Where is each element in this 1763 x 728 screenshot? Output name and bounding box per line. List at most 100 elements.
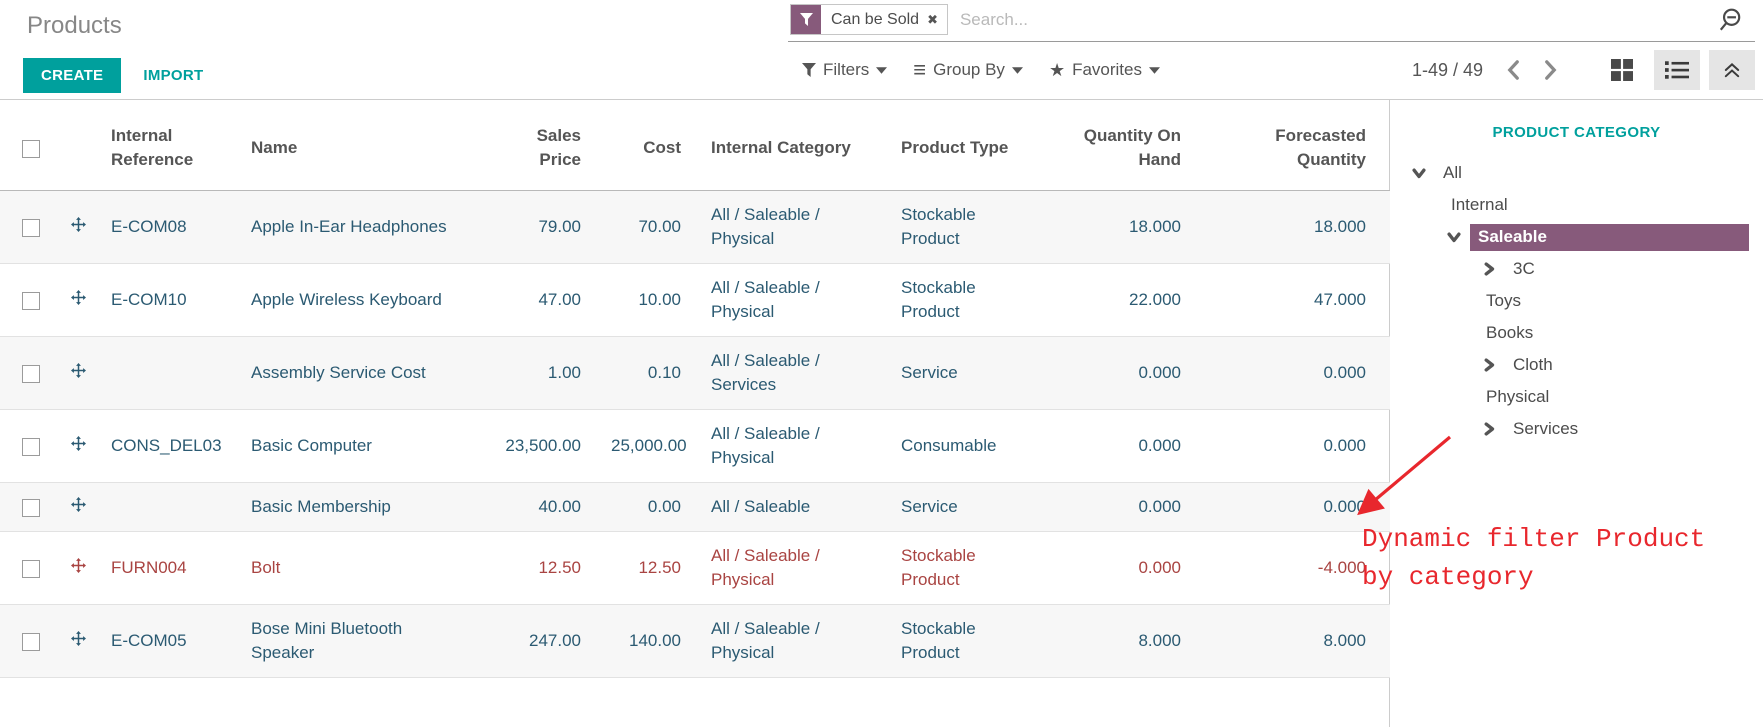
table-row[interactable]: E-COM05 Bose Mini Bluetooth Speaker 247.… [0, 604, 1390, 678]
tree-item-internal[interactable]: Internal [1390, 189, 1763, 221]
header-forecasted-quantity[interactable]: Forecasted Quantity [1196, 100, 1390, 191]
create-button[interactable]: CREATE [23, 58, 122, 93]
cell-internal-reference[interactable]: E-COM10 [96, 263, 236, 337]
header-name[interactable]: Name [236, 100, 476, 191]
cell-cost[interactable]: 140.00 [596, 604, 696, 678]
filters-dropdown[interactable]: Filters [802, 60, 888, 80]
cell-cost[interactable]: 70.00 [596, 190, 696, 264]
tree-item-all[interactable]: All [1390, 157, 1763, 189]
cell-internal-reference[interactable]: FURN004 [96, 531, 236, 605]
drag-handle-icon[interactable] [71, 497, 86, 512]
cell-cost[interactable]: 25,000.00 [596, 409, 696, 483]
cell-sales-price[interactable]: 40.00 [476, 482, 596, 532]
chevron-right-icon[interactable] [1480, 358, 1498, 372]
cell-internal-category[interactable]: All / Saleable / Physical [696, 190, 886, 264]
search-bar[interactable]: Can be Sold ✖ Search... [788, 0, 1755, 42]
drag-handle-icon[interactable] [71, 290, 86, 305]
cell-internal-category[interactable]: All / Saleable [696, 482, 886, 532]
cell-sales-price[interactable]: 12.50 [476, 531, 596, 605]
cell-internal-reference[interactable] [96, 336, 236, 410]
cell-sales-price[interactable]: 247.00 [476, 604, 596, 678]
tree-item-cloth[interactable]: Cloth [1390, 349, 1763, 381]
cell-quantity-on-hand[interactable]: 0.000 [1036, 531, 1196, 605]
cell-quantity-on-hand[interactable]: 0.000 [1036, 336, 1196, 410]
row-checkbox[interactable] [22, 498, 40, 517]
collapse-panel-button[interactable] [1709, 50, 1755, 90]
cell-name[interactable]: Bolt [236, 531, 476, 605]
row-checkbox[interactable] [22, 632, 40, 651]
cell-cost[interactable]: 0.10 [596, 336, 696, 410]
tree-item-3c[interactable]: 3C [1390, 253, 1763, 285]
cell-sales-price[interactable]: 23,500.00 [476, 409, 596, 483]
cell-name[interactable]: Apple Wireless Keyboard [236, 263, 476, 337]
cell-internal-category[interactable]: All / Saleable / Physical [696, 263, 886, 337]
drag-handle-icon[interactable] [71, 217, 86, 232]
cell-internal-category[interactable]: All / Saleable / Physical [696, 409, 886, 483]
chevron-down-icon[interactable] [1410, 166, 1428, 180]
cell-product-type[interactable]: Service [886, 482, 1036, 532]
cell-cost[interactable]: 0.00 [596, 482, 696, 532]
cell-name[interactable]: Bose Mini Bluetooth Speaker [236, 604, 476, 678]
table-row[interactable]: Basic Membership 40.00 0.00 All / Saleab… [0, 482, 1390, 532]
cell-internal-reference[interactable]: E-COM05 [96, 604, 236, 678]
group-by-dropdown[interactable]: ≡ Group By [913, 57, 1023, 83]
tree-item-books[interactable]: Books [1390, 317, 1763, 349]
header-quantity-on-hand[interactable]: Quantity On Hand [1036, 100, 1196, 191]
cell-internal-category[interactable]: All / Saleable / Services [696, 336, 886, 410]
table-row[interactable]: E-COM08 Apple In-Ear Headphones 79.00 70… [0, 190, 1390, 264]
cell-internal-reference[interactable] [96, 482, 236, 532]
cell-name[interactable]: Apple In-Ear Headphones [236, 190, 476, 264]
select-all-checkbox[interactable] [22, 139, 40, 158]
cell-product-type[interactable]: Consumable [886, 409, 1036, 483]
cell-quantity-on-hand[interactable]: 0.000 [1036, 409, 1196, 483]
row-checkbox[interactable] [22, 364, 40, 383]
cell-quantity-on-hand[interactable]: 22.000 [1036, 263, 1196, 337]
tree-item-toys[interactable]: Toys [1390, 285, 1763, 317]
drag-handle-icon[interactable] [71, 631, 86, 646]
cell-product-type[interactable]: Stockable Product [886, 604, 1036, 678]
cell-sales-price[interactable]: 47.00 [476, 263, 596, 337]
row-checkbox[interactable] [22, 437, 40, 456]
cell-forecasted-quantity[interactable]: 0.000 [1196, 336, 1390, 410]
table-row[interactable]: Assembly Service Cost 1.00 0.10 All / Sa… [0, 336, 1390, 410]
cell-internal-category[interactable]: All / Saleable / Physical [696, 604, 886, 678]
tree-item-services[interactable]: Services [1390, 413, 1763, 445]
list-view-button[interactable] [1654, 50, 1700, 90]
cell-product-type[interactable]: Service [886, 336, 1036, 410]
facet-remove-icon[interactable]: ✖ [927, 11, 938, 27]
row-checkbox[interactable] [22, 218, 40, 237]
cell-forecasted-quantity[interactable]: 0.000 [1196, 409, 1390, 483]
chevron-right-icon[interactable] [1480, 262, 1498, 276]
pager-next-button[interactable] [1544, 60, 1557, 80]
drag-handle-icon[interactable] [71, 436, 86, 451]
header-product-type[interactable]: Product Type [886, 100, 1036, 191]
cell-cost[interactable]: 12.50 [596, 531, 696, 605]
favorites-dropdown[interactable]: ★ Favorites [1049, 60, 1160, 81]
cell-forecasted-quantity[interactable]: 47.000 [1196, 263, 1390, 337]
cell-quantity-on-hand[interactable]: 8.000 [1036, 604, 1196, 678]
cell-quantity-on-hand[interactable]: 18.000 [1036, 190, 1196, 264]
cell-name[interactable]: Basic Membership [236, 482, 476, 532]
cell-forecasted-quantity[interactable]: 18.000 [1196, 190, 1390, 264]
cell-sales-price[interactable]: 79.00 [476, 190, 596, 264]
table-row[interactable]: CONS_DEL03 Basic Computer 23,500.00 25,0… [0, 409, 1390, 483]
cell-product-type[interactable]: Stockable Product [886, 263, 1036, 337]
import-button[interactable]: IMPORT [143, 67, 204, 84]
search-input[interactable]: Search... [959, 9, 1029, 29]
tree-item-saleable[interactable]: Saleable [1390, 221, 1763, 253]
drag-handle-icon[interactable] [71, 558, 86, 573]
cell-internal-category[interactable]: All / Saleable / Physical [696, 531, 886, 605]
cell-cost[interactable]: 10.00 [596, 263, 696, 337]
chevron-right-icon[interactable] [1480, 422, 1498, 436]
search-icon[interactable] [1717, 7, 1743, 33]
table-row-negative-forecast[interactable]: FURN004 Bolt 12.50 12.50 All / Saleable … [0, 531, 1390, 605]
cell-product-type[interactable]: Stockable Product [886, 531, 1036, 605]
header-sales-price[interactable]: Sales Price [476, 100, 596, 191]
drag-handle-icon[interactable] [71, 363, 86, 378]
table-row[interactable]: E-COM10 Apple Wireless Keyboard 47.00 10… [0, 263, 1390, 337]
chevron-down-icon[interactable] [1445, 230, 1463, 244]
cell-forecasted-quantity[interactable]: -4.000 [1196, 531, 1390, 605]
cell-sales-price[interactable]: 1.00 [476, 336, 596, 410]
cell-name[interactable]: Basic Computer [236, 409, 476, 483]
row-checkbox[interactable] [22, 559, 40, 578]
